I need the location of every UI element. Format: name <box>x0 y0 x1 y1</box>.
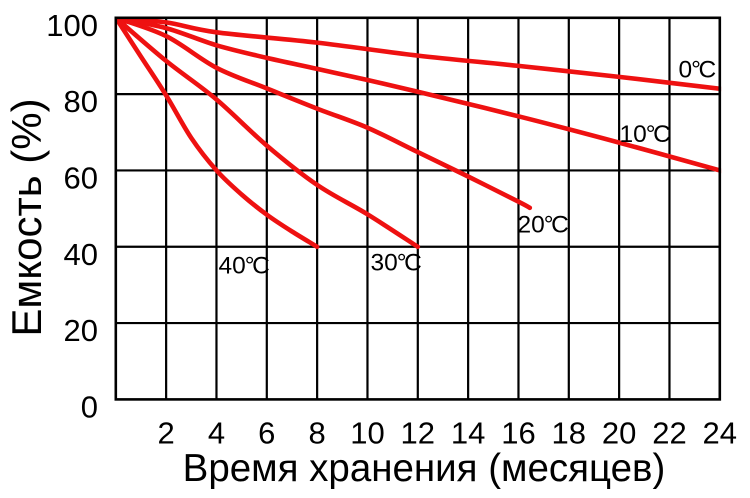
svg-text:20°C: 20°C <box>518 212 569 239</box>
svg-text:80: 80 <box>64 84 98 119</box>
svg-text:14: 14 <box>451 416 485 451</box>
svg-text:40°C: 40°C <box>219 253 270 280</box>
svg-text:Время хранения (месяцев): Время хранения (месяцев) <box>183 447 666 490</box>
svg-text:Емкость (%): Емкость (%) <box>3 98 50 336</box>
svg-text:100: 100 <box>46 8 98 43</box>
svg-text:0°C: 0°C <box>679 57 717 84</box>
svg-text:10°C: 10°C <box>620 121 671 148</box>
svg-text:40: 40 <box>64 237 98 272</box>
svg-text:18: 18 <box>552 416 586 451</box>
svg-text:20: 20 <box>64 313 98 348</box>
svg-text:22: 22 <box>652 416 686 451</box>
svg-text:4: 4 <box>208 416 225 451</box>
svg-text:24: 24 <box>703 416 737 451</box>
svg-text:60: 60 <box>64 160 98 195</box>
svg-text:2: 2 <box>157 416 174 451</box>
svg-text:20: 20 <box>602 416 636 451</box>
svg-text:8: 8 <box>308 416 325 451</box>
svg-text:12: 12 <box>401 416 435 451</box>
svg-text:10: 10 <box>350 416 384 451</box>
svg-text:6: 6 <box>258 416 275 451</box>
svg-text:0: 0 <box>81 389 98 424</box>
svg-text:30°C: 30°C <box>371 250 422 277</box>
svg-text:16: 16 <box>501 416 535 451</box>
